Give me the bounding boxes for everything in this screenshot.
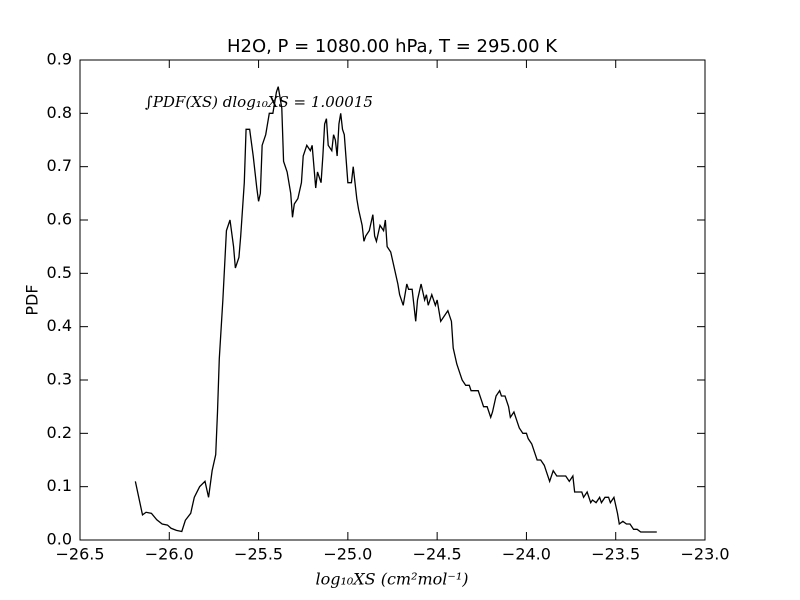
y-tick-label: 0.3 [47, 370, 72, 389]
y-tick-label: 0.6 [47, 210, 72, 229]
x-axis-label: log₁₀XS (cm²mol⁻¹) [315, 570, 468, 589]
y-tick-label: 0.7 [47, 156, 72, 175]
line [134, 86, 657, 533]
y-tick-label: 0.4 [47, 316, 72, 335]
y-tick-label: 0.9 [47, 50, 72, 69]
x-tick-label: −25.5 [234, 545, 283, 564]
x-tick-label: −25.0 [323, 545, 372, 564]
y-tick-label: 0.2 [47, 423, 72, 442]
y-tick-label: 0.8 [47, 103, 72, 122]
x-tick-label: −23.0 [680, 545, 729, 564]
y-tick-label: 0.5 [47, 263, 72, 282]
y-tick-label: 0.1 [47, 476, 72, 495]
y-tick-label: 0.0 [47, 530, 72, 549]
x-tick-label: −23.5 [591, 545, 640, 564]
x-tick-label: −26.0 [145, 545, 194, 564]
x-tick-label: −26.5 [55, 545, 104, 564]
y-axis-label: PDF [23, 284, 42, 315]
annotation: ∫PDF(XS) dlog₁₀XS = 1.00015 [145, 93, 373, 111]
chart-title: H2O, P = 1080.00 hPa, T = 295.00 K [227, 36, 558, 57]
plot-frame [79, 59, 706, 541]
x-tick-label: −24.5 [413, 545, 462, 564]
x-tick-label: −24.0 [502, 545, 551, 564]
